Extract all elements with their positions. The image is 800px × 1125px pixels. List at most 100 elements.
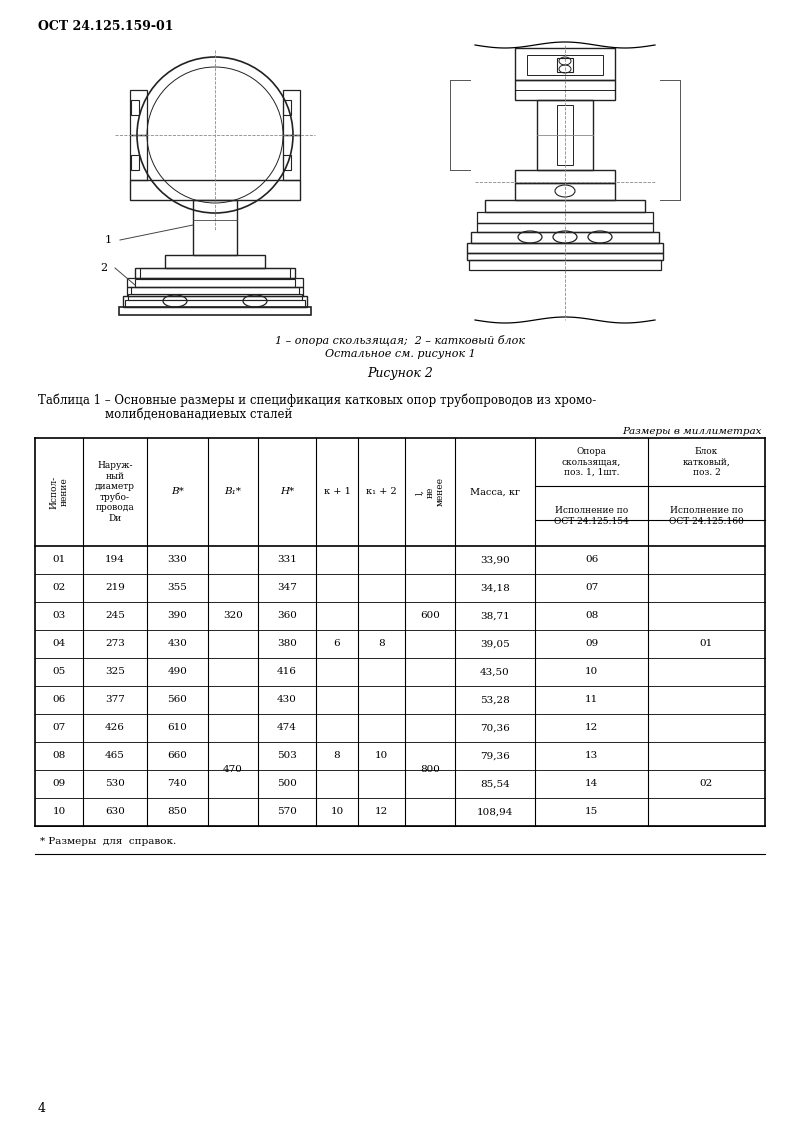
Text: 07: 07 <box>585 584 598 593</box>
Text: 39,05: 39,05 <box>480 639 510 648</box>
Text: 33,90: 33,90 <box>480 556 510 565</box>
Text: 11: 11 <box>585 695 598 704</box>
Bar <box>193 200 237 255</box>
Text: 390: 390 <box>167 612 187 621</box>
Text: 610: 610 <box>167 723 187 732</box>
Text: 10: 10 <box>330 808 344 817</box>
Bar <box>283 90 300 135</box>
Text: 01: 01 <box>700 639 713 648</box>
Text: * Размеры  для  справок.: * Размеры для справок. <box>40 837 176 846</box>
Text: Исполнение по
ОСТ 24.125.154: Исполнение по ОСТ 24.125.154 <box>554 506 629 525</box>
Text: 560: 560 <box>167 695 187 704</box>
Bar <box>537 100 593 170</box>
Bar <box>140 268 290 279</box>
Text: 08: 08 <box>585 612 598 621</box>
Text: B₁*: B₁* <box>225 487 242 496</box>
Bar <box>283 135 300 180</box>
Bar <box>131 155 139 170</box>
Bar <box>131 287 299 294</box>
Bar <box>130 135 147 180</box>
Text: H*: H* <box>280 487 294 496</box>
Text: l,
не
менее: l, не менее <box>415 477 445 506</box>
Text: 05: 05 <box>52 667 66 676</box>
Bar <box>130 180 300 200</box>
Text: Остальное см. рисунок 1: Остальное см. рисунок 1 <box>325 349 475 359</box>
Text: 06: 06 <box>52 695 66 704</box>
Text: 245: 245 <box>105 612 125 621</box>
Text: 219: 219 <box>105 584 125 593</box>
Bar <box>515 183 615 200</box>
Bar <box>471 232 659 243</box>
Text: 8: 8 <box>334 752 340 760</box>
Bar <box>119 307 311 315</box>
Text: 570: 570 <box>277 808 297 817</box>
Text: Таблица 1 – Основные размеры и спецификация катковых опор трубопроводов из хромо: Таблица 1 – Основные размеры и специфика… <box>38 394 596 407</box>
Text: 740: 740 <box>167 780 187 789</box>
Bar <box>283 100 291 115</box>
Text: 01: 01 <box>52 556 66 565</box>
Text: к + 1: к + 1 <box>323 487 350 496</box>
Text: 1: 1 <box>105 235 112 245</box>
Text: 430: 430 <box>167 639 187 648</box>
Text: Исполнение по
ОСТ 24.125.160: Исполнение по ОСТ 24.125.160 <box>669 506 744 525</box>
Text: 06: 06 <box>585 556 598 565</box>
Bar <box>123 296 307 307</box>
Text: 347: 347 <box>277 584 297 593</box>
Bar <box>165 255 265 268</box>
Text: 15: 15 <box>585 808 598 817</box>
Bar <box>515 170 615 183</box>
Text: ОСТ 24.125.159-01: ОСТ 24.125.159-01 <box>38 20 174 33</box>
Text: 07: 07 <box>52 723 66 732</box>
Text: 430: 430 <box>277 695 297 704</box>
Text: 325: 325 <box>105 667 125 676</box>
Bar <box>557 58 573 72</box>
Text: 426: 426 <box>105 723 125 732</box>
Text: 34,18: 34,18 <box>480 584 510 593</box>
Text: 38,71: 38,71 <box>480 612 510 621</box>
Text: 108,94: 108,94 <box>477 808 513 817</box>
Text: 355: 355 <box>167 584 187 593</box>
Text: 503: 503 <box>277 752 297 760</box>
Text: 194: 194 <box>105 556 125 565</box>
Text: Наруж-
ный
диаметр
трубо-
провода
Dи: Наруж- ный диаметр трубо- провода Dи <box>95 461 135 523</box>
Bar <box>135 279 295 287</box>
Text: 09: 09 <box>585 639 598 648</box>
Text: 660: 660 <box>167 752 187 760</box>
Text: 10: 10 <box>52 808 66 817</box>
Bar <box>283 155 291 170</box>
Text: 377: 377 <box>105 695 125 704</box>
Text: 331: 331 <box>277 556 297 565</box>
Bar <box>135 268 295 278</box>
Text: Блок
катковый,
поз. 2: Блок катковый, поз. 2 <box>682 447 730 477</box>
Text: 6: 6 <box>334 639 340 648</box>
Bar <box>127 287 303 296</box>
Text: к₁ + 2: к₁ + 2 <box>366 487 397 496</box>
Bar <box>515 80 615 100</box>
Text: 380: 380 <box>277 639 297 648</box>
Text: 10: 10 <box>375 752 388 760</box>
Bar <box>131 100 139 115</box>
Bar <box>515 48 615 80</box>
Bar <box>469 260 661 270</box>
Text: 320: 320 <box>223 612 243 621</box>
Text: 12: 12 <box>375 808 388 817</box>
Text: 02: 02 <box>700 780 713 789</box>
Bar <box>128 294 302 300</box>
Text: 43,50: 43,50 <box>480 667 510 676</box>
Text: Рисунок 2: Рисунок 2 <box>367 367 433 379</box>
Text: 474: 474 <box>277 723 297 732</box>
Text: 330: 330 <box>167 556 187 565</box>
Text: молибденованадиевых сталей: молибденованадиевых сталей <box>105 407 292 421</box>
Text: 04: 04 <box>52 639 66 648</box>
Text: 360: 360 <box>277 612 297 621</box>
Text: 85,54: 85,54 <box>480 780 510 789</box>
Text: 600: 600 <box>420 612 440 621</box>
Text: 4: 4 <box>38 1101 46 1115</box>
Text: B*: B* <box>171 487 184 496</box>
Text: 273: 273 <box>105 639 125 648</box>
Bar <box>125 300 305 307</box>
Text: 490: 490 <box>167 667 187 676</box>
Bar <box>130 90 147 135</box>
Text: 14: 14 <box>585 780 598 789</box>
Text: 79,36: 79,36 <box>480 752 510 760</box>
